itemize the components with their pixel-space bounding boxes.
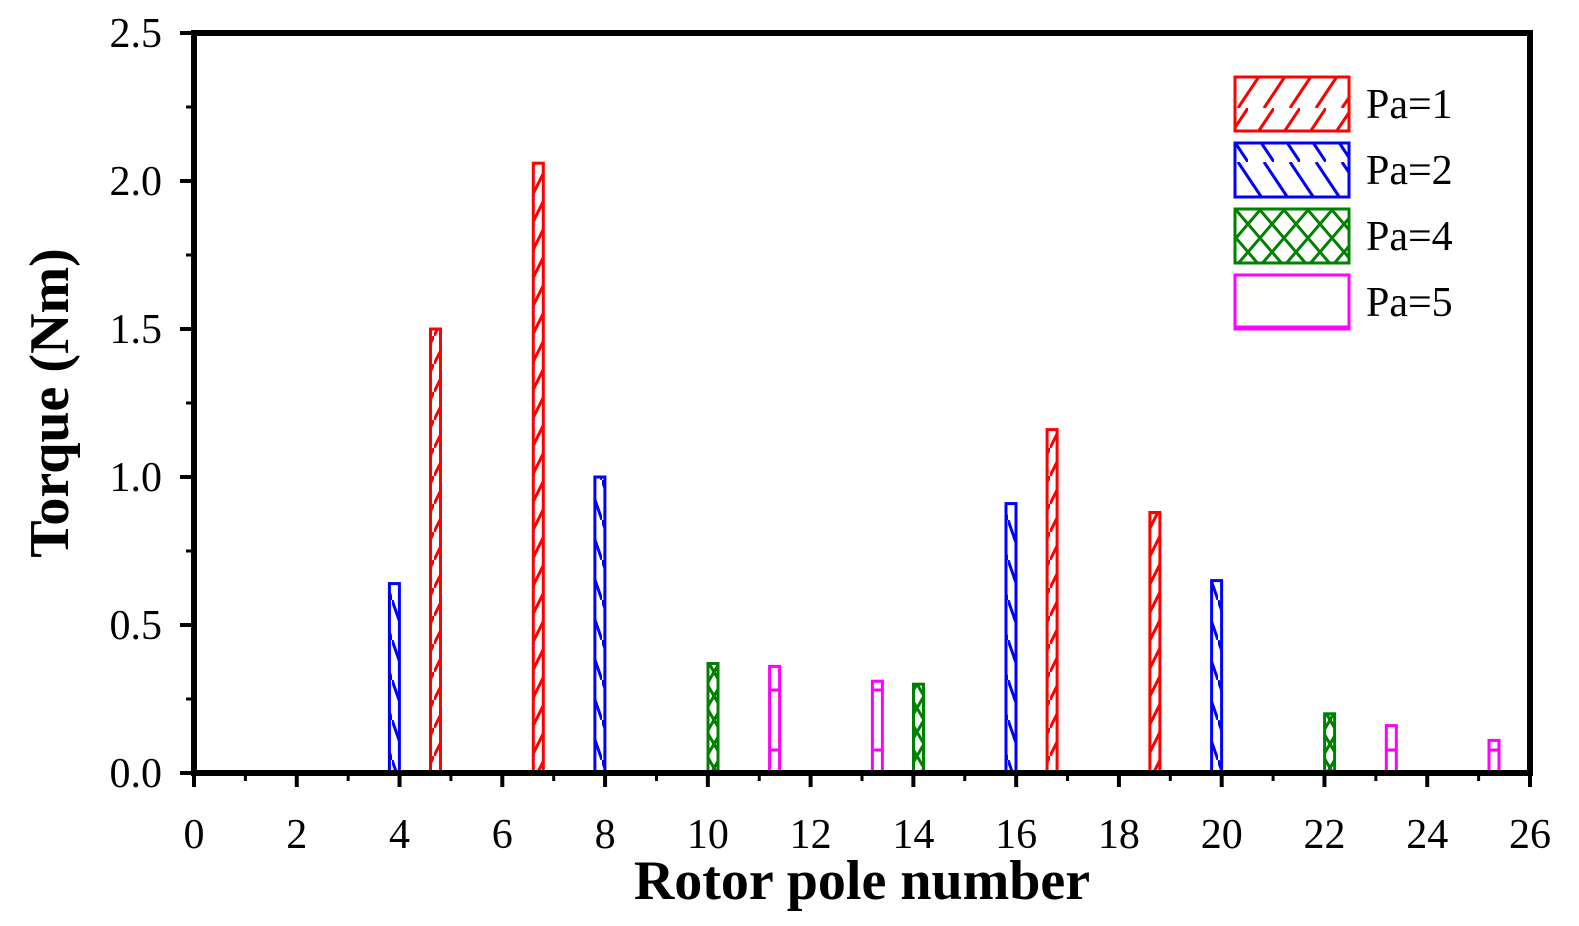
bar-Pa1-0 — [429, 327, 442, 775]
x-tick-label: 14 — [892, 812, 934, 858]
legend-label: Pa=4 — [1366, 214, 1453, 260]
bar-Pa2-0 — [387, 582, 401, 775]
legend-swatch — [1233, 207, 1351, 265]
bar-Pa4-0 — [706, 662, 720, 775]
x-tick-label: 24 — [1406, 812, 1448, 858]
bar-Pa5-3 — [1487, 738, 1501, 775]
bar-Pa4-1 — [912, 682, 925, 775]
x-tick-label: 16 — [995, 812, 1037, 858]
x-tick-label: 12 — [790, 812, 832, 858]
y-tick-label: 2.0 — [110, 159, 163, 205]
y-tick-label: 1.0 — [110, 455, 163, 501]
x-tick-label: 26 — [1509, 812, 1551, 858]
bar-Pa1-3 — [1148, 511, 1162, 775]
legend: Pa=1 Pa=2 Pa=4 Pa=5 — [1233, 75, 1453, 331]
x-axis-title: Rotor pole number — [634, 850, 1090, 912]
y-tick-label: 2.5 — [110, 11, 163, 57]
x-tick-label: 2 — [286, 812, 307, 858]
x-axis-ticks: 0 2 4 6 8 10 12 14 16 18 20 22 24 26 — [184, 773, 1551, 858]
bar-Pa2-2 — [1004, 502, 1018, 775]
bar-Pa5-2 — [1384, 724, 1398, 775]
legend-swatch — [1233, 75, 1351, 133]
y-tick-label: 1.5 — [110, 307, 163, 353]
y-tick-label: 0.0 — [110, 751, 163, 797]
legend-label: Pa=5 — [1366, 280, 1453, 326]
x-tick-label: 20 — [1201, 812, 1243, 858]
bar-Pa5-0 — [768, 664, 782, 775]
x-tick-label: 6 — [492, 812, 513, 858]
legend-label: Pa=1 — [1366, 82, 1453, 128]
legend-label: Pa=2 — [1366, 148, 1453, 194]
bar-Pa2-1 — [593, 475, 607, 775]
x-tick-label: 18 — [1098, 812, 1140, 858]
y-axis-title: Torque (Nm) — [19, 248, 81, 558]
legend-swatch — [1233, 141, 1351, 199]
x-tick-label: 8 — [595, 812, 616, 858]
bars-layer — [387, 161, 1501, 775]
bar-Pa4-2 — [1323, 712, 1337, 775]
bar-Pa2-3 — [1210, 579, 1224, 775]
bar-Pa5-1 — [870, 679, 884, 775]
legend-swatch — [1233, 273, 1351, 331]
bar-Pa1-2 — [1045, 428, 1059, 775]
y-axis-ticks: 0.0 0.5 1.0 1.5 2.0 2.5 — [110, 11, 194, 797]
y-tick-label: 0.5 — [110, 603, 163, 649]
bar-Pa1-1 — [531, 161, 545, 775]
x-tick-label: 0 — [184, 812, 205, 858]
x-tick-label: 4 — [389, 812, 410, 858]
x-tick-label: 22 — [1303, 812, 1345, 858]
x-tick-label: 10 — [687, 812, 729, 858]
